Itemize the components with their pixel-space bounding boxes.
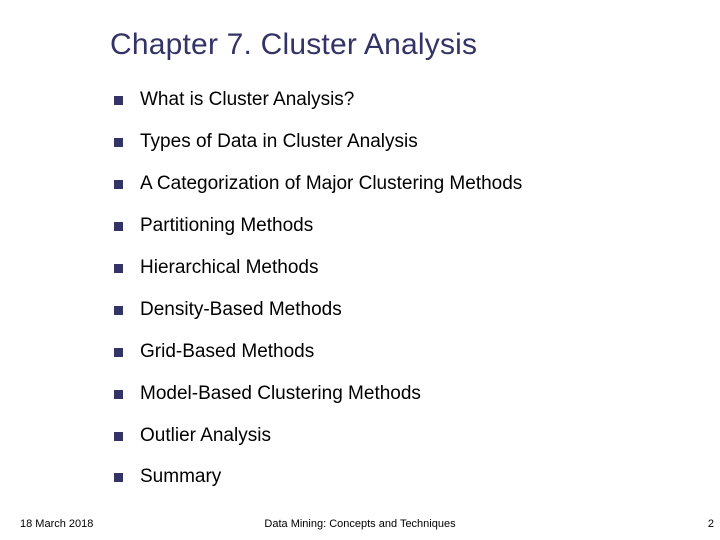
bullet-text: Hierarchical Methods xyxy=(140,256,318,280)
square-bullet-icon xyxy=(114,222,123,231)
square-bullet-icon xyxy=(114,348,123,357)
square-bullet-icon xyxy=(114,432,123,441)
list-item: Density-Based Methods xyxy=(114,298,700,322)
bullet-text: Outlier Analysis xyxy=(140,424,271,448)
square-bullet-icon xyxy=(114,390,123,399)
bullet-text: Summary xyxy=(140,465,221,489)
list-item: Outlier Analysis xyxy=(114,424,700,448)
slide: Chapter 7. Cluster Analysis What is Clus… xyxy=(0,0,720,540)
list-item: What is Cluster Analysis? xyxy=(114,88,700,112)
bullet-text: What is Cluster Analysis? xyxy=(140,88,354,112)
square-bullet-icon xyxy=(114,473,123,482)
list-item: Grid-Based Methods xyxy=(114,340,700,364)
list-item: Model-Based Clustering Methods xyxy=(114,382,700,406)
list-item: Types of Data in Cluster Analysis xyxy=(114,130,700,154)
square-bullet-icon xyxy=(114,306,123,315)
bullet-text: Model-Based Clustering Methods xyxy=(140,382,421,406)
list-item: Partitioning Methods xyxy=(114,214,700,238)
footer-title: Data Mining: Concepts and Techniques xyxy=(264,518,455,530)
bullet-text: Grid-Based Methods xyxy=(140,340,314,364)
footer-date: 18 March 2018 xyxy=(20,518,93,530)
bullet-text: Density-Based Methods xyxy=(140,298,342,322)
bullet-text: Types of Data in Cluster Analysis xyxy=(140,130,418,154)
square-bullet-icon xyxy=(114,138,123,147)
footer: 18 March 2018 Data Mining: Concepts and … xyxy=(0,512,720,530)
bullet-text: A Categorization of Major Clustering Met… xyxy=(140,172,522,196)
slide-title: Chapter 7. Cluster Analysis xyxy=(110,28,700,62)
square-bullet-icon xyxy=(114,180,123,189)
list-item: Summary xyxy=(114,465,700,489)
square-bullet-icon xyxy=(114,264,123,273)
list-item: Hierarchical Methods xyxy=(114,256,700,280)
square-bullet-icon xyxy=(114,96,123,105)
list-item: A Categorization of Major Clustering Met… xyxy=(114,172,700,196)
footer-page-number: 2 xyxy=(708,518,714,530)
bullet-list: What is Cluster Analysis? Types of Data … xyxy=(114,88,700,489)
bullet-text: Partitioning Methods xyxy=(140,214,313,238)
